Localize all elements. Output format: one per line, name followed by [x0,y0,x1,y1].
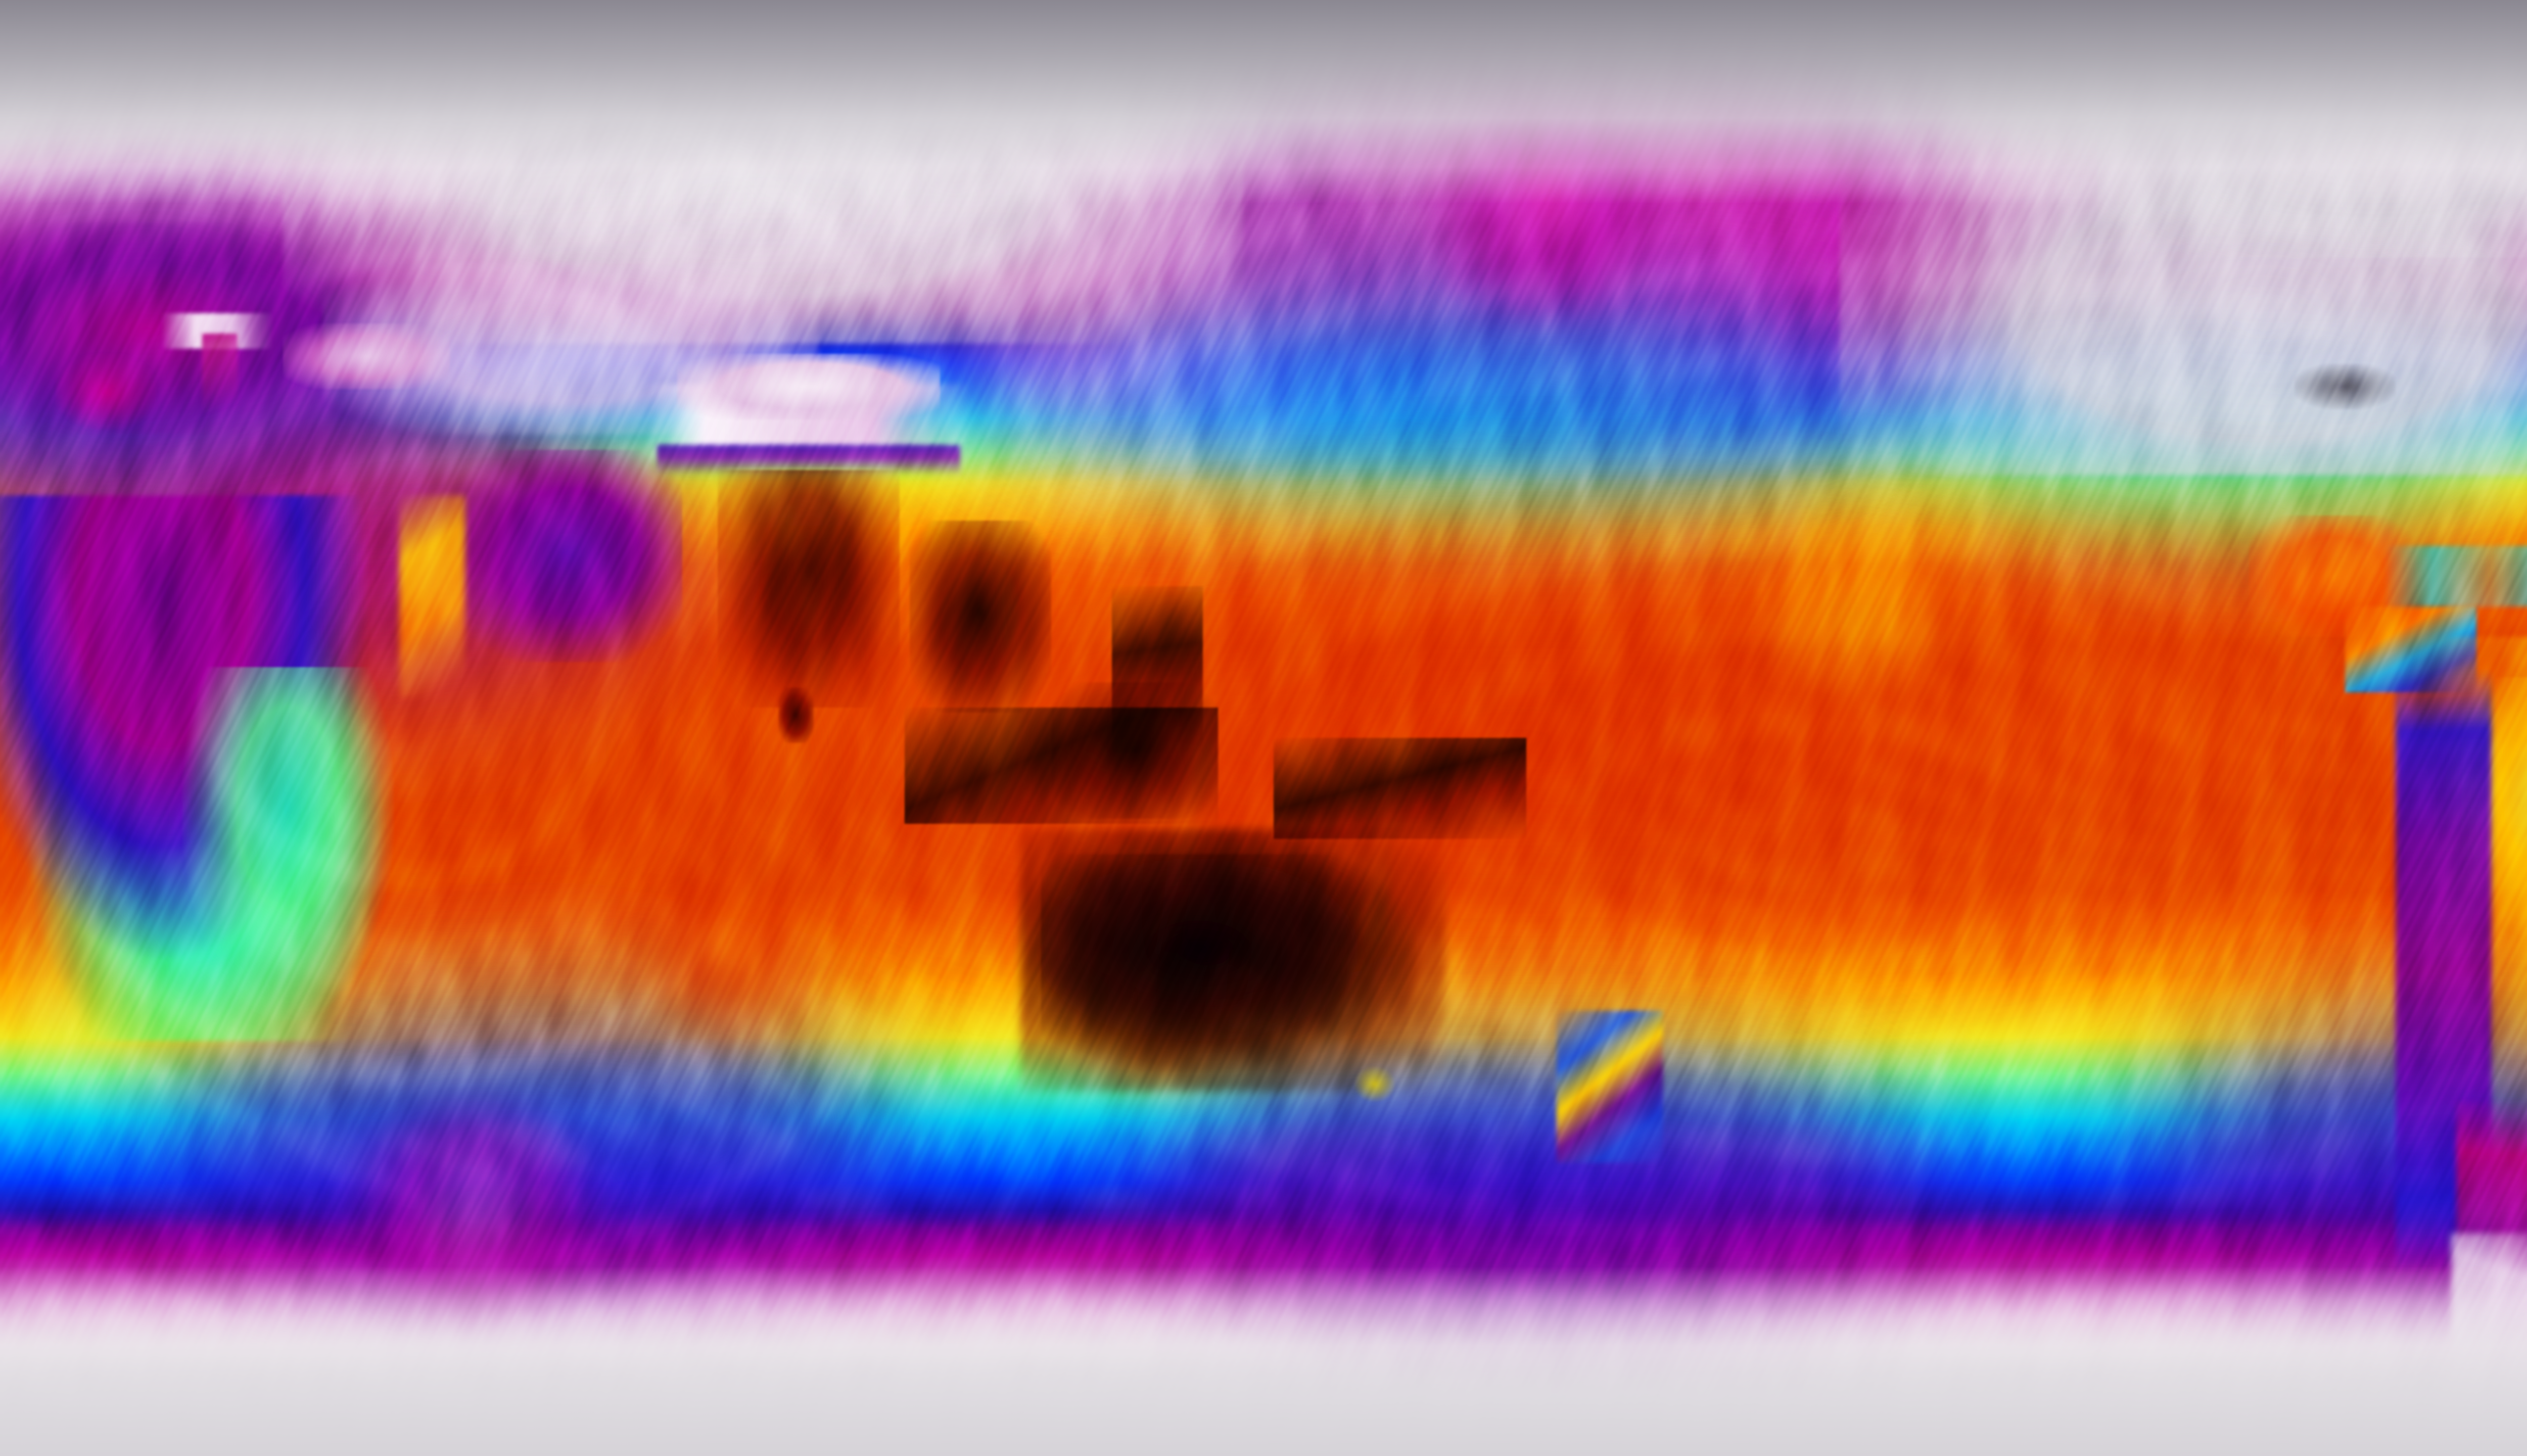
global-temperature-map [0,0,2527,1456]
atmospheric-texture-c [0,0,2527,1456]
antarctic-cap [0,1266,2527,1456]
arctic-cap [0,0,2527,204]
